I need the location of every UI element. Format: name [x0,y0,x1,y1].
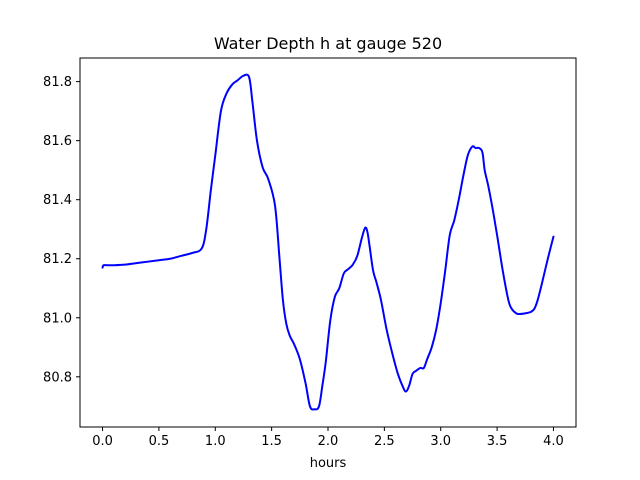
y-tick-label: 81.4 [43,193,72,208]
x-tick-label: 2.0 [318,434,339,449]
x-tick-label: 3.5 [487,434,508,449]
x-tick-label: 0.5 [149,434,170,449]
x-tick-label: 2.5 [374,434,395,449]
x-tick-label: 1.5 [261,434,282,449]
x-tick-label: 4.0 [543,434,564,449]
y-tick-label: 81.0 [43,311,72,326]
y-axis-ticks: 80.8 81.0 81.2 81.4 81.6 81.8 [43,75,80,385]
chart-title: Water Depth h at gauge 520 [214,34,442,53]
y-tick-label: 80.8 [43,370,72,385]
x-axis-label: hours [310,456,347,471]
y-tick-label: 81.8 [43,75,72,90]
x-tick-label: 0.0 [92,434,113,449]
plot-frame [79,57,577,428]
x-tick-label: 1.0 [205,434,226,449]
x-tick-label: 3.0 [430,434,451,449]
x-axis-ticks: 0.0 0.5 1.0 1.5 2.0 2.5 3.0 3.5 4.0 [92,427,564,449]
series-line [101,73,555,411]
y-tick-label: 81.2 [43,252,72,267]
y-tick-label: 81.6 [43,134,72,149]
